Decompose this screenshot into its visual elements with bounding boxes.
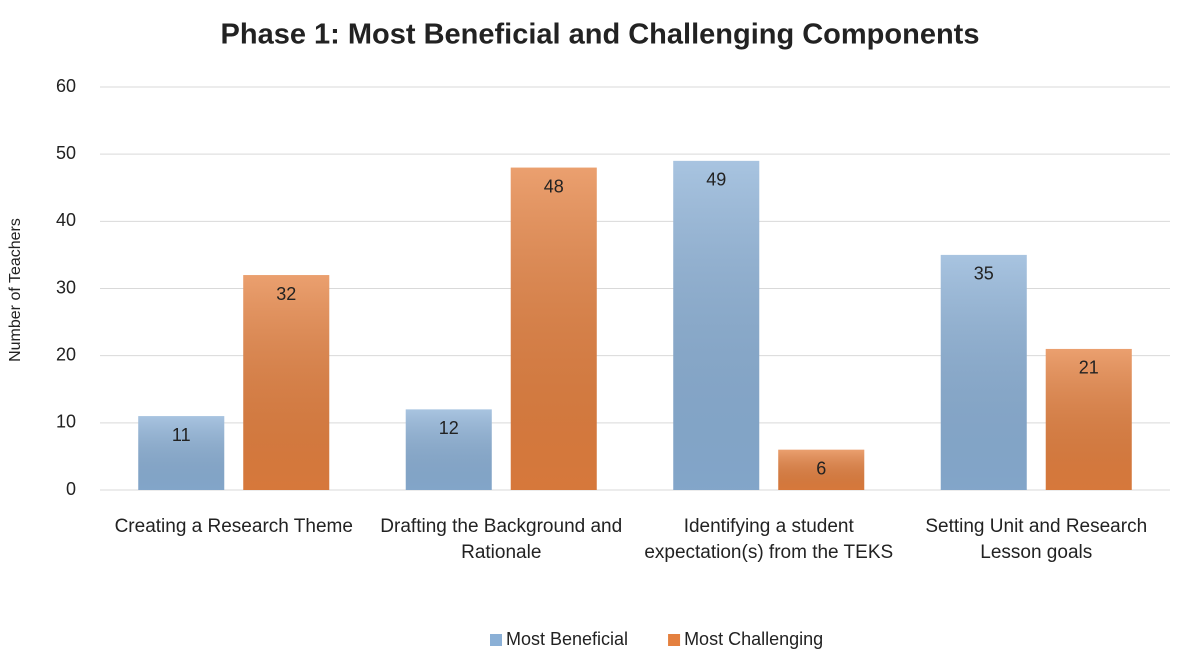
data-label: 35: [974, 264, 994, 284]
y-tick-label: 30: [56, 277, 76, 297]
y-tick-label: 20: [56, 344, 76, 364]
chart-title: Phase 1: Most Beneficial and Challenging…: [221, 19, 980, 51]
data-label: 12: [439, 418, 459, 438]
legend-swatch: [668, 634, 681, 646]
data-label: 49: [706, 170, 726, 190]
y-tick-label: 40: [56, 210, 76, 230]
bar-sheen: [940, 254, 1027, 490]
data-label: 21: [1079, 358, 1099, 378]
legend-label: Most Beneficial: [506, 629, 628, 649]
bar-sheen: [673, 160, 760, 490]
x-tick-label: Drafting the Background and Rationale: [380, 516, 623, 563]
y-tick-label: 50: [56, 143, 76, 163]
data-label: 32: [276, 284, 296, 304]
bar-sheen: [1045, 348, 1132, 490]
y-tick-label: 10: [56, 412, 76, 432]
data-label: 48: [544, 176, 564, 196]
bar-sheen: [778, 449, 865, 490]
bar-sheen: [405, 409, 492, 490]
data-label: 6: [816, 458, 826, 478]
data-label: 11: [172, 425, 191, 445]
x-tick-label: Setting Unit and Research Lesson goals: [925, 516, 1148, 563]
y-tick-label: 60: [56, 76, 76, 96]
legend-label: Most Challenging: [684, 629, 823, 649]
bar-sheen: [243, 275, 330, 490]
x-tick-label: Identifying a student expectation(s) fro…: [644, 516, 894, 563]
legend-swatch: [490, 634, 502, 646]
bar-sheen: [138, 416, 225, 490]
y-axis-label: Number of Teachers: [7, 218, 24, 362]
y-tick-label: 0: [66, 479, 76, 499]
bar-sheen: [510, 167, 597, 490]
x-tick-label: Creating a Research Theme: [114, 516, 353, 537]
